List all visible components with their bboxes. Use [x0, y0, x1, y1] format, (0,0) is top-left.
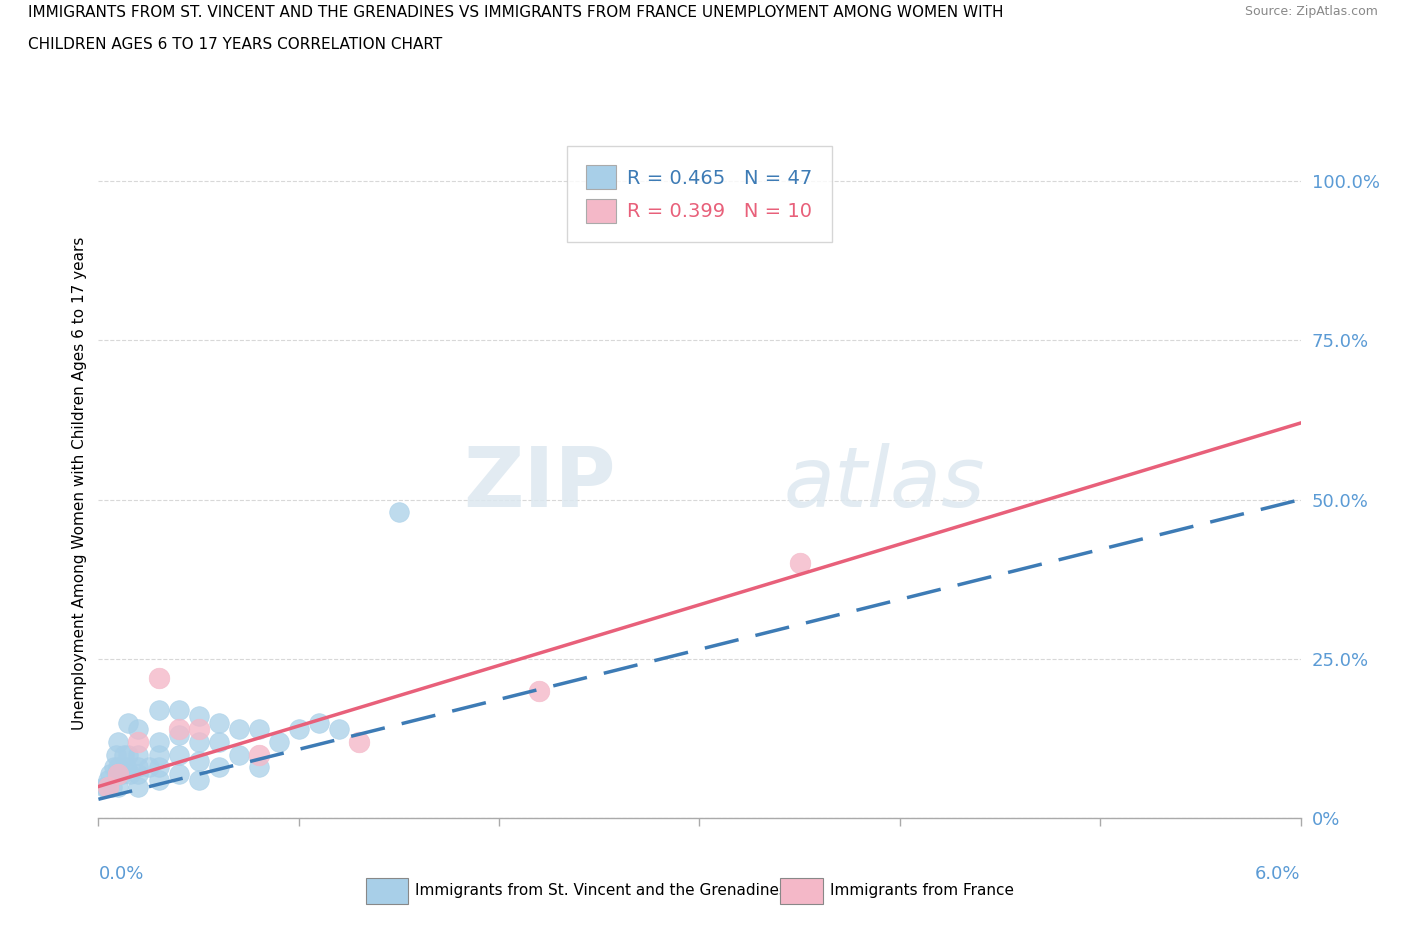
Point — [97, 773, 120, 788]
Point — [111, 766, 134, 781]
Point — [107, 779, 129, 794]
Point — [228, 722, 250, 737]
Point — [100, 766, 122, 781]
Point — [267, 735, 290, 750]
Point — [128, 779, 150, 794]
Y-axis label: Unemployment Among Women with Children Ages 6 to 17 years: Unemployment Among Women with Children A… — [72, 237, 87, 730]
Point — [128, 722, 150, 737]
Point — [167, 722, 190, 737]
Point — [208, 760, 231, 775]
Point — [103, 760, 125, 775]
Point — [117, 715, 139, 730]
Point — [187, 753, 209, 768]
Point — [148, 671, 170, 685]
Point — [148, 735, 170, 750]
Point — [117, 747, 139, 762]
Point — [138, 760, 160, 775]
Point — [167, 728, 190, 743]
Text: Source: ZipAtlas.com: Source: ZipAtlas.com — [1244, 5, 1378, 18]
Point — [208, 735, 231, 750]
Point — [148, 702, 170, 717]
Text: 0.0%: 0.0% — [98, 865, 143, 884]
Point — [167, 766, 190, 781]
Point — [388, 505, 411, 520]
Point — [120, 766, 142, 781]
Legend: R = 0.465   N = 47, R = 0.399   N = 10: R = 0.465 N = 47, R = 0.399 N = 10 — [572, 152, 827, 236]
Point — [107, 735, 129, 750]
Point — [187, 709, 209, 724]
Point — [187, 735, 209, 750]
Point — [228, 747, 250, 762]
Point — [308, 715, 330, 730]
Point — [93, 779, 115, 794]
Point — [128, 766, 150, 781]
Text: atlas: atlas — [783, 443, 986, 525]
Point — [187, 773, 209, 788]
Point — [148, 760, 170, 775]
Point — [114, 747, 136, 762]
Point — [128, 735, 150, 750]
Point — [347, 735, 370, 750]
Point — [148, 747, 170, 762]
Point — [107, 766, 129, 781]
Text: Immigrants from France: Immigrants from France — [830, 884, 1014, 898]
Point — [167, 747, 190, 762]
Point — [128, 760, 150, 775]
Point — [187, 722, 209, 737]
Text: CHILDREN AGES 6 TO 17 YEARS CORRELATION CHART: CHILDREN AGES 6 TO 17 YEARS CORRELATION … — [28, 37, 443, 52]
Point — [101, 779, 124, 794]
Text: 6.0%: 6.0% — [1256, 865, 1301, 884]
Text: ZIP: ZIP — [463, 443, 616, 525]
Point — [167, 702, 190, 717]
Point — [529, 684, 551, 698]
Point — [148, 773, 170, 788]
Text: IMMIGRANTS FROM ST. VINCENT AND THE GRENADINES VS IMMIGRANTS FROM FRANCE UNEMPLO: IMMIGRANTS FROM ST. VINCENT AND THE GREN… — [28, 5, 1004, 20]
Point — [128, 747, 150, 762]
Point — [247, 747, 270, 762]
Point — [247, 722, 270, 737]
Point — [107, 760, 129, 775]
Point — [789, 556, 811, 571]
Point — [105, 747, 128, 762]
Point — [97, 779, 120, 794]
Point — [96, 779, 118, 794]
Point — [208, 715, 231, 730]
Point — [328, 722, 350, 737]
Point — [288, 722, 311, 737]
Text: Immigrants from St. Vincent and the Grenadines: Immigrants from St. Vincent and the Gren… — [415, 884, 787, 898]
Point — [115, 760, 138, 775]
Point — [247, 760, 270, 775]
